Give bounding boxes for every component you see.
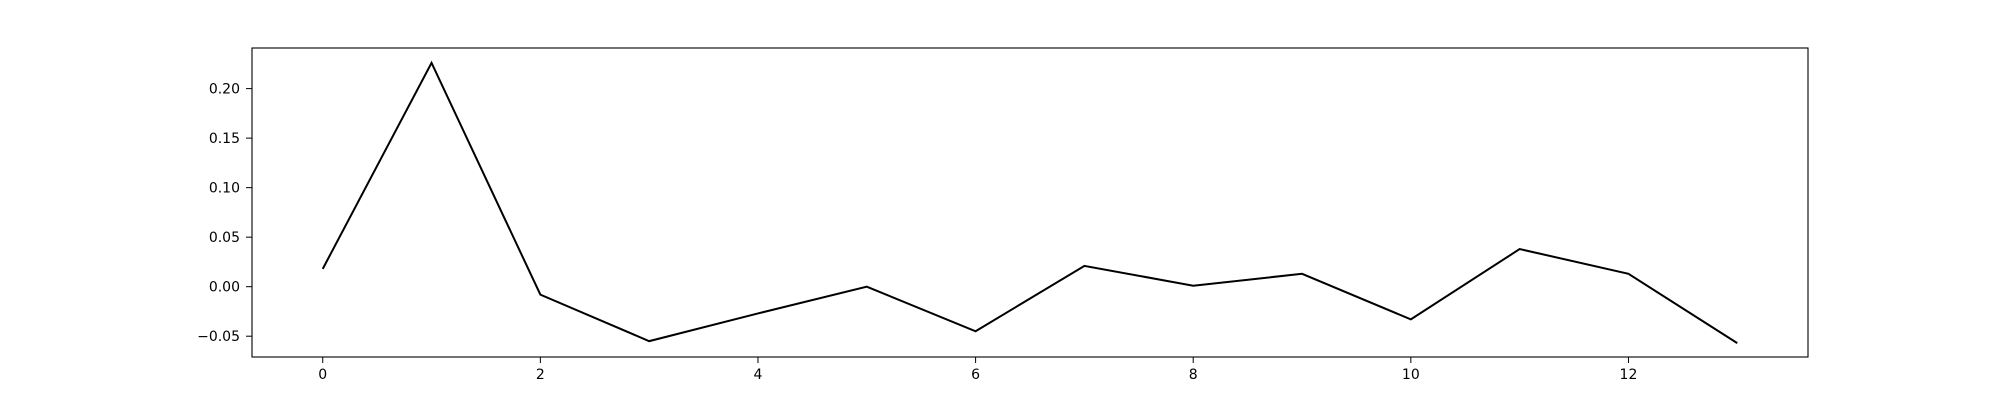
axes-frame xyxy=(251,47,1809,358)
data-point xyxy=(431,62,433,64)
x-tick-label: 12 xyxy=(1620,367,1638,383)
y-tick-label: 0.10 xyxy=(209,181,240,197)
x-tick-label: 0 xyxy=(318,367,327,383)
data-point xyxy=(1627,273,1629,275)
x-tick-label: 2 xyxy=(536,367,545,383)
data-point xyxy=(1301,273,1303,275)
data-point xyxy=(1083,265,1085,267)
data-point xyxy=(1519,248,1521,250)
data-point xyxy=(866,286,868,288)
data-point xyxy=(322,268,324,270)
series-layer xyxy=(321,60,1738,344)
y-tick-label: −0.05 xyxy=(197,329,240,345)
y-tick-label: 0.15 xyxy=(209,131,240,147)
data-point xyxy=(1410,318,1412,320)
x-axis: 0 2 4 6 8 10 12 xyxy=(318,357,1637,383)
data-point xyxy=(539,294,541,296)
data-point xyxy=(648,340,650,342)
y-tick-label: 0.20 xyxy=(209,82,240,98)
plot-area xyxy=(251,47,1809,358)
y-tick-label: 0.00 xyxy=(209,280,240,296)
data-point xyxy=(757,312,759,314)
x-tick-label: 8 xyxy=(1189,367,1198,383)
x-tick-label: 4 xyxy=(754,367,763,383)
data-point xyxy=(975,330,977,332)
series-line xyxy=(321,60,1738,344)
y-axis: −0.05 0.00 0.05 0.10 0.15 0.20 xyxy=(197,82,252,345)
x-tick-label: 10 xyxy=(1402,367,1420,383)
data-point xyxy=(1736,342,1738,344)
data-point xyxy=(1192,285,1194,287)
y-tick-label: 0.05 xyxy=(209,230,240,246)
x-tick-label: 6 xyxy=(971,367,980,383)
